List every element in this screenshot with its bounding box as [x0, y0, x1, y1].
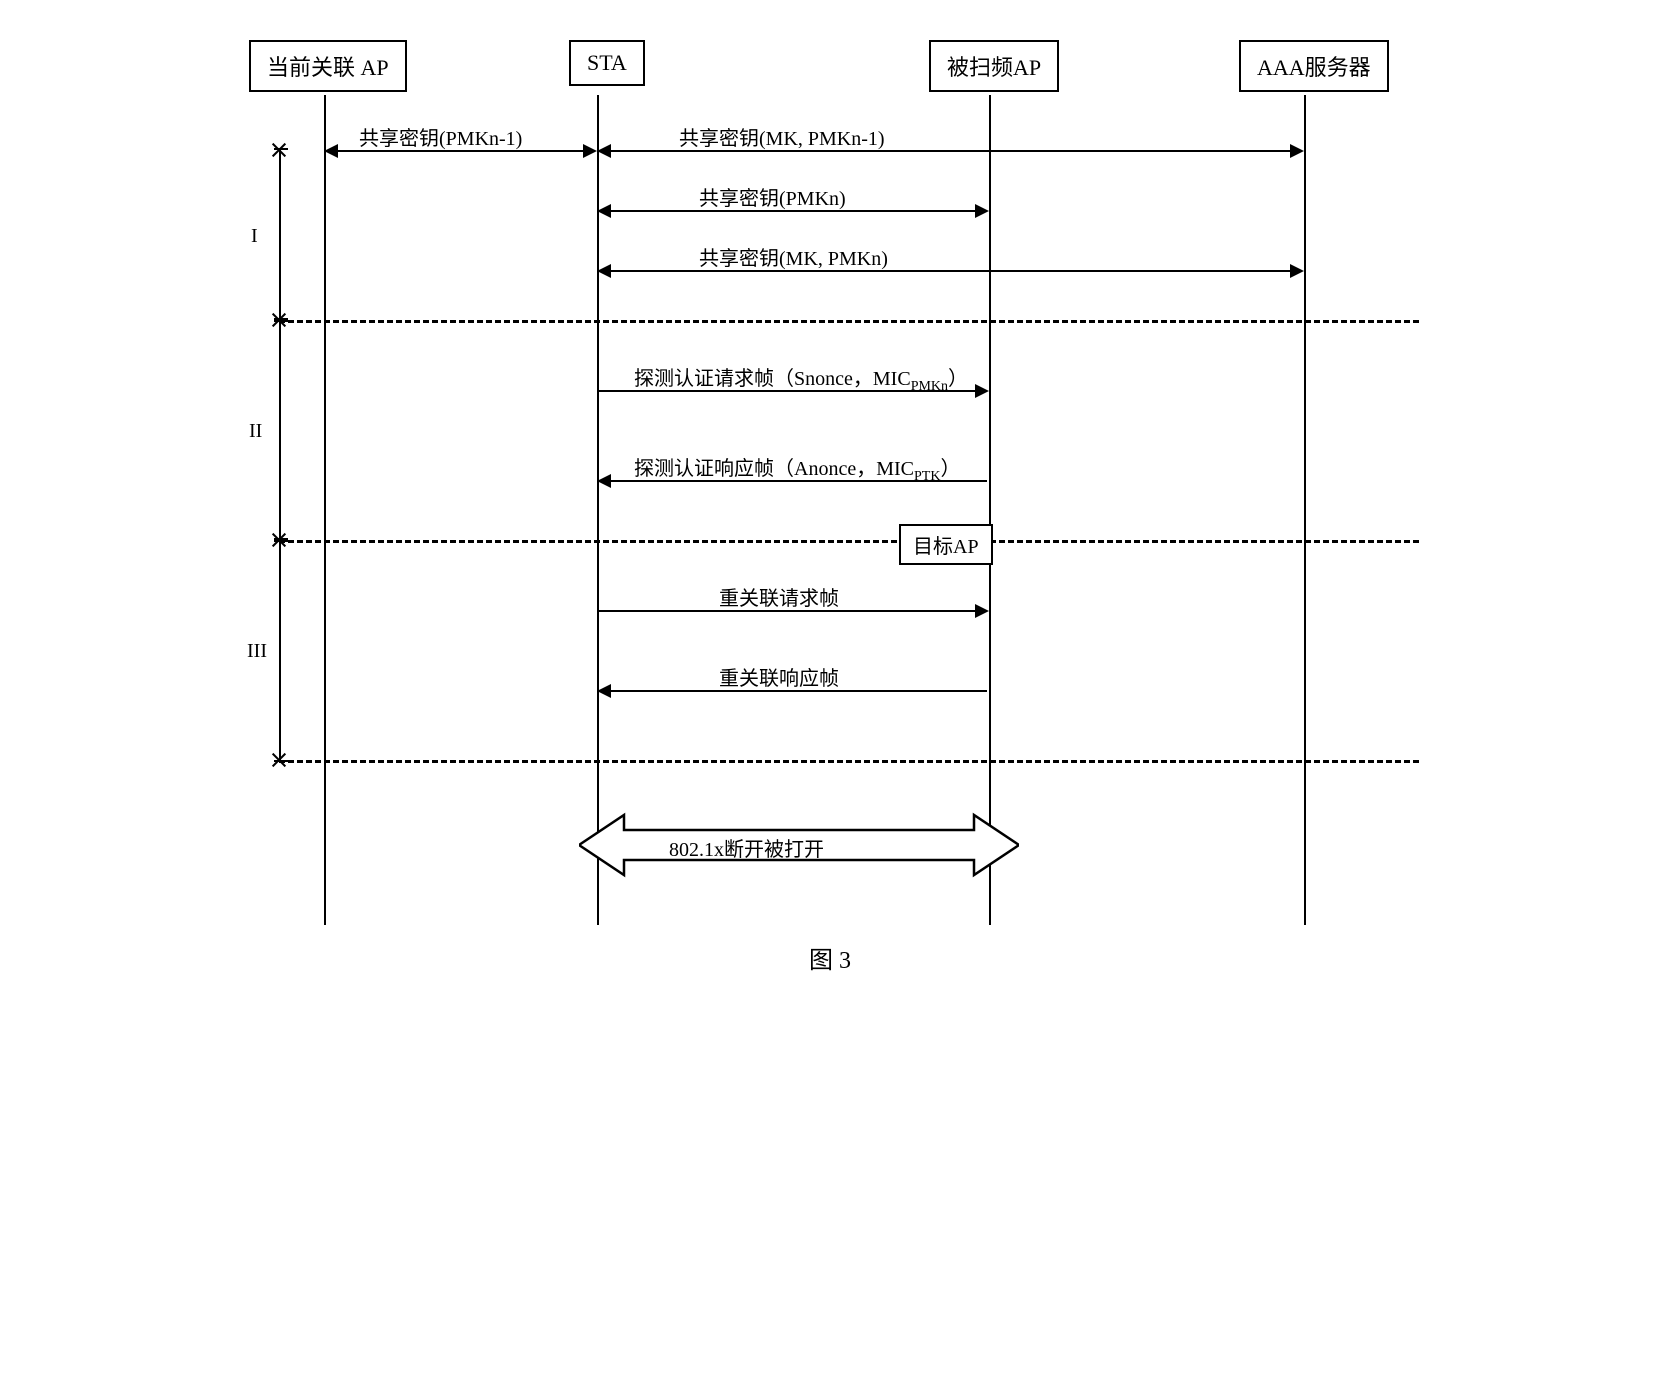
msg-text: PTK [914, 469, 940, 484]
msg-text: MIC [876, 458, 914, 480]
figure-label: 图 3 [809, 940, 851, 975]
actor-aaa-server: AAA服务器 [1239, 40, 1389, 92]
msg-text: 探测认证响应帧（Anonce， [634, 458, 876, 480]
phase-label-1: I [251, 225, 258, 248]
sequence-diagram: 当前关联 AP STA 被扫频AP AAA服务器 I II III 共享密钥(P… [239, 40, 1439, 1040]
phase-separator-3 [279, 760, 1419, 763]
phase-bracket-2 [279, 320, 281, 540]
msg-label-reassoc-resp: 重关联响应帧 [719, 662, 839, 691]
phase-separator-2 [279, 540, 1419, 543]
phase-bracket-1 [279, 150, 281, 320]
msg-text: 探测认证请求帧（Snonce， [634, 368, 873, 390]
phase-label-3: III [247, 640, 267, 663]
lifeline-sta [597, 95, 599, 925]
lifeline-aaa [1304, 95, 1306, 925]
msg-label-shared-key-pmkn-1: 共享密钥(PMKn-1) [359, 122, 522, 151]
msg-label-probe-auth-resp: 探测认证响应帧（Anonce，MICPTK） [634, 452, 960, 485]
actor-scanned-ap: 被扫频AP [929, 40, 1059, 92]
msg-label-reassoc-req: 重关联请求帧 [719, 582, 839, 611]
big-arrow-label: 802.1x断开被打开 [669, 833, 824, 862]
actor-sta: STA [569, 40, 645, 86]
target-ap-box: 目标AP [899, 524, 993, 565]
msg-text: ） [940, 458, 960, 480]
lifeline-scanned-ap [989, 95, 991, 925]
msg-label-shared-key-pmkn: 共享密钥(PMKn) [699, 182, 846, 211]
phase-bracket-3 [279, 540, 281, 760]
phase-separator-1 [279, 320, 1419, 323]
msg-text: MIC [873, 368, 911, 390]
phase-label-2: II [249, 420, 262, 443]
msg-label-shared-key-mk-pmkn-1: 共享密钥(MK, PMKn-1) [679, 122, 885, 151]
msg-label-probe-auth-req: 探测认证请求帧（Snonce，MICPMKn） [634, 362, 968, 395]
msg-label-shared-key-mk-pmkn: 共享密钥(MK, PMKn) [699, 242, 888, 271]
msg-text: ） [948, 368, 968, 390]
lifeline-current-ap [324, 95, 326, 925]
msg-text: PMKn [911, 379, 948, 394]
actor-current-ap: 当前关联 AP [249, 40, 407, 92]
